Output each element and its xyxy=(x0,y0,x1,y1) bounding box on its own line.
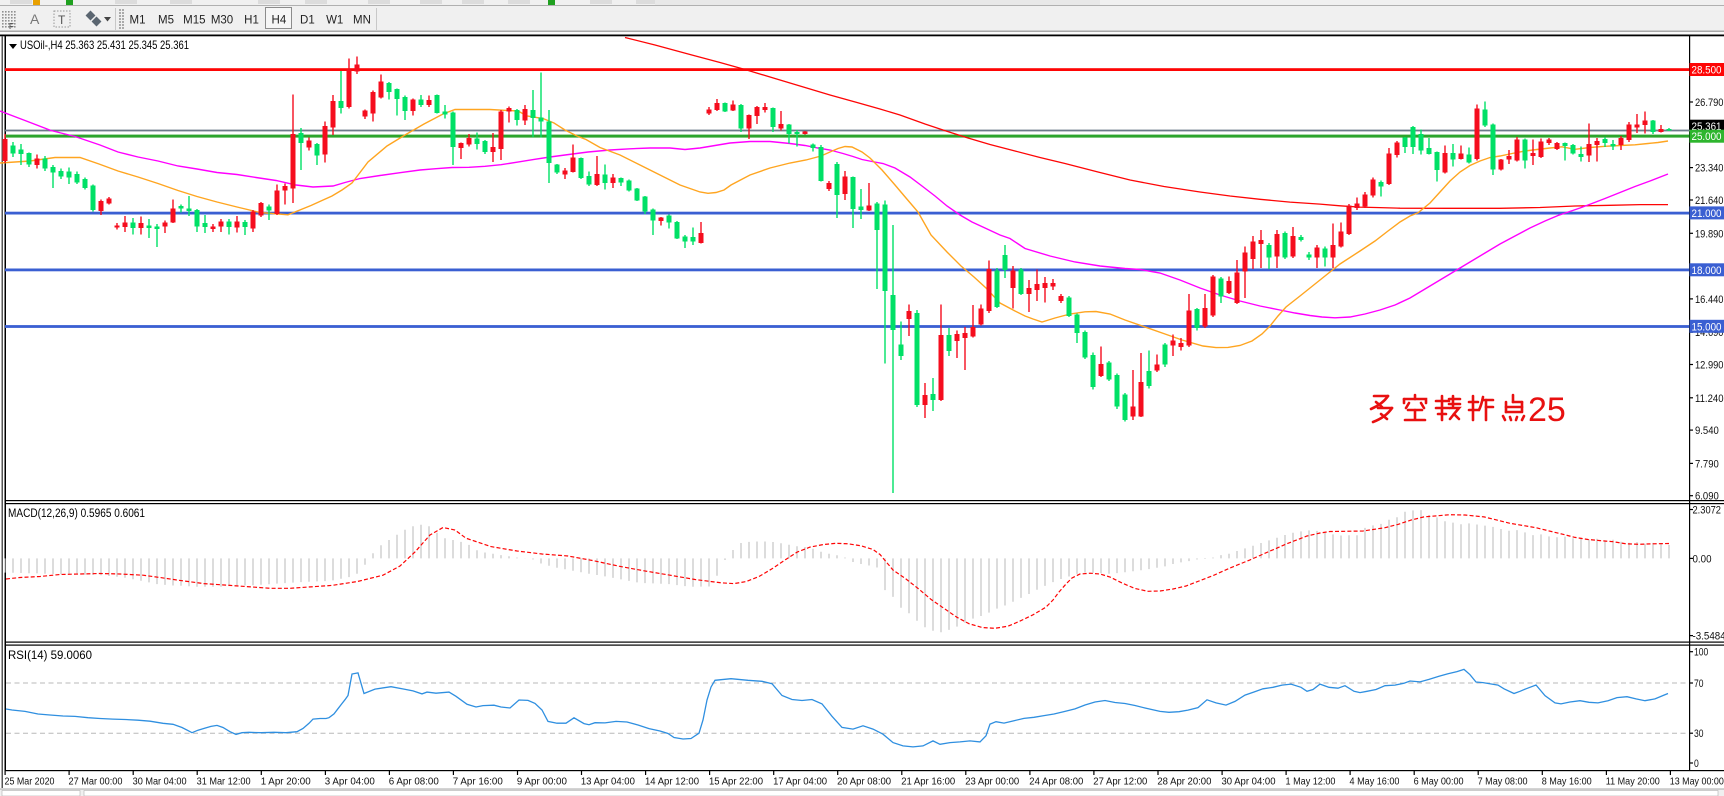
svg-text:M30: M30 xyxy=(211,15,233,27)
svg-text:1 May 12:00: 1 May 12:00 xyxy=(1286,777,1336,788)
svg-text:M5: M5 xyxy=(158,15,174,27)
svg-text:70: 70 xyxy=(1694,678,1704,690)
svg-text:9 Apr 00:00: 9 Apr 00:00 xyxy=(517,777,567,788)
svg-text:11.240: 11.240 xyxy=(1695,393,1724,405)
svg-text:12.990: 12.990 xyxy=(1695,360,1724,372)
svg-text:1 Apr 20:00: 1 Apr 20:00 xyxy=(261,777,311,788)
svg-text:7 May 08:00: 7 May 08:00 xyxy=(1478,777,1528,788)
svg-text:25.000: 25.000 xyxy=(1692,131,1722,143)
svg-text:16.440: 16.440 xyxy=(1695,294,1724,306)
svg-text:W1: W1 xyxy=(326,15,343,27)
svg-text:100: 100 xyxy=(1694,647,1708,659)
svg-text:A: A xyxy=(30,11,40,27)
svg-text:2.3072: 2.3072 xyxy=(1693,505,1722,517)
svg-text:8 May 16:00: 8 May 16:00 xyxy=(1542,777,1592,788)
svg-text:25 Mar 2020: 25 Mar 2020 xyxy=(5,777,55,788)
svg-text:15 Apr 22:00: 15 Apr 22:00 xyxy=(709,777,763,788)
svg-text:F: F xyxy=(9,22,14,31)
svg-text:RSI(14) 59.0060: RSI(14) 59.0060 xyxy=(8,650,92,662)
svg-text:30 Mar 04:00: 30 Mar 04:00 xyxy=(133,777,187,788)
svg-text:T: T xyxy=(58,13,66,27)
svg-text:13 May 00:00: 13 May 00:00 xyxy=(1670,777,1724,788)
svg-text:H4: H4 xyxy=(272,15,287,27)
svg-text:13 Apr 04:00: 13 Apr 04:00 xyxy=(581,777,635,788)
svg-text:6 May 00:00: 6 May 00:00 xyxy=(1414,777,1464,788)
svg-text:MN: MN xyxy=(353,15,371,27)
svg-text:21.640: 21.640 xyxy=(1695,195,1724,207)
svg-text:M1: M1 xyxy=(130,15,146,27)
svg-text:11 May 20:00: 11 May 20:00 xyxy=(1606,777,1660,788)
svg-text:31 Mar 12:00: 31 Mar 12:00 xyxy=(197,777,251,788)
svg-text:30: 30 xyxy=(1694,728,1704,740)
svg-text:21.000: 21.000 xyxy=(1692,208,1722,220)
svg-text:7 Apr 16:00: 7 Apr 16:00 xyxy=(453,777,503,788)
svg-text:17 Apr 04:00: 17 Apr 04:00 xyxy=(773,777,827,788)
svg-text:15.000: 15.000 xyxy=(1692,321,1722,333)
svg-text:14 Apr 12:00: 14 Apr 12:00 xyxy=(645,777,699,788)
svg-text:M15: M15 xyxy=(183,15,205,27)
svg-text:20 Apr 08:00: 20 Apr 08:00 xyxy=(837,777,891,788)
svg-text:18.000: 18.000 xyxy=(1692,265,1722,277)
svg-text:25: 25 xyxy=(1528,391,1566,429)
svg-text:7.790: 7.790 xyxy=(1695,458,1719,470)
svg-text:0.00: 0.00 xyxy=(1693,553,1712,565)
svg-text:30 Apr 04:00: 30 Apr 04:00 xyxy=(1222,777,1276,788)
svg-text:24 Apr 08:00: 24 Apr 08:00 xyxy=(1029,777,1083,788)
svg-text:MACD(12,26,9) 0.5965 0.6061: MACD(12,26,9) 0.5965 0.6061 xyxy=(8,508,145,520)
svg-text:28.500: 28.500 xyxy=(1692,65,1722,77)
svg-text:19.890: 19.890 xyxy=(1695,228,1724,240)
svg-text:H1: H1 xyxy=(244,15,259,27)
svg-text:26.790: 26.790 xyxy=(1695,97,1724,109)
svg-text:9.540: 9.540 xyxy=(1695,425,1719,437)
svg-text:4 May 16:00: 4 May 16:00 xyxy=(1350,777,1400,788)
svg-text:USOil-,H4 25.363 25.431 25.34: USOil-,H4 25.363 25.431 25.345 25.361 xyxy=(20,38,189,52)
svg-text:23.340: 23.340 xyxy=(1695,163,1724,175)
svg-text:27 Mar 00:00: 27 Mar 00:00 xyxy=(69,777,123,788)
svg-text:23 Apr 00:00: 23 Apr 00:00 xyxy=(965,777,1019,788)
svg-text:6.090: 6.090 xyxy=(1695,491,1719,503)
svg-text:6 Apr 08:00: 6 Apr 08:00 xyxy=(389,777,439,788)
svg-text:21 Apr 16:00: 21 Apr 16:00 xyxy=(901,777,955,788)
svg-text:3 Apr 04:00: 3 Apr 04:00 xyxy=(325,777,375,788)
svg-text:28 Apr 20:00: 28 Apr 20:00 xyxy=(1157,777,1211,788)
svg-text:27 Apr 12:00: 27 Apr 12:00 xyxy=(1093,777,1147,788)
svg-text:-3.5484: -3.5484 xyxy=(1693,631,1724,643)
svg-text:0: 0 xyxy=(1694,758,1699,770)
svg-text:D1: D1 xyxy=(300,15,315,27)
